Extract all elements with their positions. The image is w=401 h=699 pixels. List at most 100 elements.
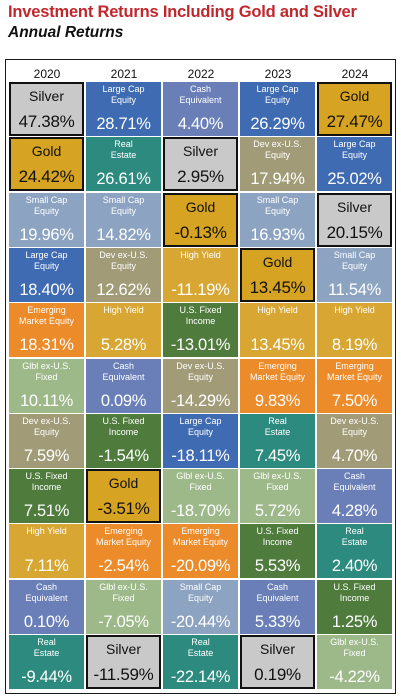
return-cell: Large Cap Equity 28.71% [86, 82, 161, 136]
return-cell: Glbl ex-U.S. Fixed -18.70% [163, 469, 238, 524]
asset-label: U.S. Fixed Income [25, 471, 68, 493]
asset-label: Large Cap Equity [256, 84, 299, 105]
return-value: 11.54% [328, 280, 381, 299]
asset-label: Dev ex-U.S. Equity [176, 360, 225, 382]
return-cell: Emerging Market Equity -20.09% [163, 524, 238, 579]
asset-label: Real Estate [110, 139, 137, 161]
return-value: -9.44% [21, 668, 72, 686]
return-value: 0.19% [254, 665, 301, 684]
return-value: 1.25% [331, 612, 378, 631]
return-cell: Gold -3.51% [86, 469, 161, 524]
return-cell: U.S. Fixed Income 1.25% [317, 579, 392, 634]
asset-label: U.S. Fixed Income [333, 581, 376, 603]
return-cell: Small Cap Equity 19.96% [9, 192, 84, 247]
asset-label: Real Estate [341, 526, 368, 548]
return-value: 5.28% [100, 336, 147, 355]
return-cell: Gold 27.47% [317, 82, 392, 136]
asset-label: Glbl ex-U.S. Fixed [176, 471, 225, 493]
return-cell: Real Estate -22.14% [163, 635, 238, 689]
year-header: 2022 [187, 67, 215, 81]
return-cell: Silver 20.15% [317, 192, 392, 247]
return-cell: Dev ex-U.S. Equity 7.59% [9, 413, 84, 468]
return-cell: Emerging Market Equity 18.31% [9, 303, 84, 358]
return-cell: Gold -0.13% [163, 192, 238, 247]
return-cell: Dev ex-U.S. Equity 12.62% [86, 247, 161, 302]
return-value: 17.94% [250, 170, 305, 189]
asset-label: Small Cap Equity [102, 194, 145, 216]
return-value: 0.10% [23, 612, 70, 631]
return-cell: Glbl ex-U.S. Fixed -7.05% [86, 579, 161, 634]
return-cell: Emerging Market Equity -2.54% [86, 524, 161, 579]
return-value: -20.44% [170, 612, 231, 631]
return-value: 5.72% [254, 502, 301, 521]
asset-label: High Yield [26, 526, 67, 537]
return-value: 26.61% [96, 170, 151, 189]
asset-label: Glbl ex-U.S. Fixed [253, 471, 302, 493]
return-value: 18.31% [19, 336, 74, 355]
return-cell: High Yield 7.11% [9, 524, 84, 579]
return-value: 9.83% [254, 391, 301, 410]
return-value: 25.02% [327, 170, 382, 189]
asset-label: Dev ex-U.S. Equity [330, 415, 379, 437]
asset-label: Large Cap Equity [102, 84, 145, 105]
return-value: -22.14% [170, 668, 231, 686]
return-value: 12.62% [96, 280, 151, 299]
asset-label: Emerging Market Equity [249, 360, 306, 382]
return-cell: Dev ex-U.S. Equity 4.70% [317, 413, 392, 468]
asset-label: Glbl ex-U.S. Fixed [22, 360, 71, 382]
return-value: 0.09% [100, 391, 147, 410]
return-cell: Gold 24.42% [9, 137, 84, 192]
return-cell: High Yield 8.19% [317, 303, 392, 358]
asset-label: Large Cap Equity [179, 415, 222, 437]
asset-label: U.S. Fixed Income [102, 415, 145, 437]
year-header: 2021 [110, 67, 138, 81]
asset-label: High Yield [180, 249, 221, 260]
return-value: 28.71% [96, 115, 151, 133]
return-value: -7.05% [98, 612, 149, 631]
return-cell: Cash Equivalent 0.09% [86, 358, 161, 413]
asset-label: U.S. Fixed Income [179, 305, 222, 327]
return-cell: U.S. Fixed Income -13.01% [163, 303, 238, 358]
return-value: 5.33% [254, 612, 301, 631]
return-cell: High Yield 5.28% [86, 303, 161, 358]
asset-label: Small Cap Equity [179, 581, 222, 603]
return-value: 5.53% [254, 557, 301, 576]
return-cell: Silver -11.59% [86, 635, 161, 689]
asset-label: Gold [339, 88, 370, 104]
asset-label: Dev ex-U.S. Equity [22, 415, 71, 437]
return-cell: U.S. Fixed Income 5.53% [240, 524, 315, 579]
return-cell: Small Cap Equity -20.44% [163, 579, 238, 634]
return-cell: Dev ex-U.S. Equity 17.94% [240, 137, 315, 192]
asset-label: Emerging Market Equity [18, 305, 75, 327]
asset-label: Cash Equivalent [102, 360, 145, 382]
return-cell: Silver 0.19% [240, 635, 315, 689]
return-cell: Small Cap Equity 16.93% [240, 192, 315, 247]
return-value: 4.28% [331, 502, 378, 521]
asset-label: Emerging Market Equity [95, 526, 152, 548]
return-cell: Real Estate 7.45% [240, 413, 315, 468]
return-cell: Emerging Market Equity 7.50% [317, 358, 392, 413]
asset-label: Small Cap Equity [25, 194, 68, 216]
asset-label: Emerging Market Equity [172, 526, 229, 548]
return-value: -11.59% [93, 665, 154, 684]
asset-label: Gold [108, 475, 139, 492]
asset-label: Cash Equivalent [333, 471, 376, 493]
return-cell: Cash Equivalent 4.28% [317, 469, 392, 524]
asset-label: Glbl ex-U.S. Fixed [99, 581, 148, 603]
return-cell: U.S. Fixed Income 7.51% [9, 469, 84, 524]
asset-label: Cash Equivalent [256, 581, 299, 603]
return-cell: Silver 47.38% [9, 82, 84, 136]
asset-label: High Yield [257, 305, 298, 316]
return-cell: Real Estate 2.40% [317, 524, 392, 579]
return-cell: Glbl ex-U.S. Fixed -4.22% [317, 635, 392, 689]
return-value: 8.19% [331, 336, 378, 355]
return-value: 26.29% [250, 115, 305, 133]
asset-label: Dev ex-U.S. Equity [253, 139, 302, 161]
return-value: -14.29% [170, 391, 231, 410]
return-value: 7.59% [23, 446, 70, 465]
return-value: 2.95% [177, 167, 224, 187]
asset-label: Cash Equivalent [25, 581, 68, 603]
return-value: 19.96% [19, 225, 74, 244]
return-value: 14.82% [96, 225, 151, 244]
return-cell: Glbl ex-U.S. Fixed 10.11% [9, 358, 84, 413]
